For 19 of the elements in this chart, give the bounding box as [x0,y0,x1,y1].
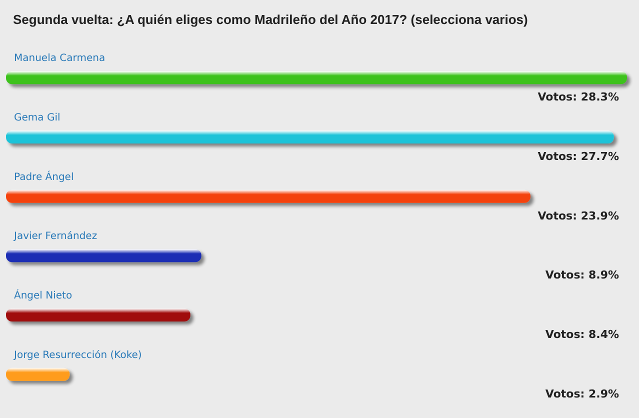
y-tick-label: Ángel Nieto [14,288,72,302]
bar [6,71,627,84]
bar [6,130,614,144]
bar [6,249,202,262]
bar [6,368,70,381]
y-tick-label: Javier Fernández [13,231,98,242]
data-label: Votos: 28.3% [538,90,619,104]
data-label: Votos: 27.7% [538,150,619,163]
y-tick-label: Jorge Resurrección (Koke) [13,350,142,361]
chart-title: Segunda vuelta: ¿A quién eliges como Madrileño del Año 2017? (selecciona varios) [13,12,528,27]
data-label: Votos: 8.9% [545,268,619,282]
data-label: Votos: 2.9% [545,387,619,400]
data-label: Votos: 8.4% [545,328,619,341]
bar [6,190,530,203]
y-tick-label: Manuela Carmena [14,53,106,64]
y-tick-label: Padre Ángel [14,170,74,183]
bar [6,308,190,322]
y-tick-label: Gema Gil [14,112,60,124]
data-label: Votos: 23.9% [538,209,619,222]
